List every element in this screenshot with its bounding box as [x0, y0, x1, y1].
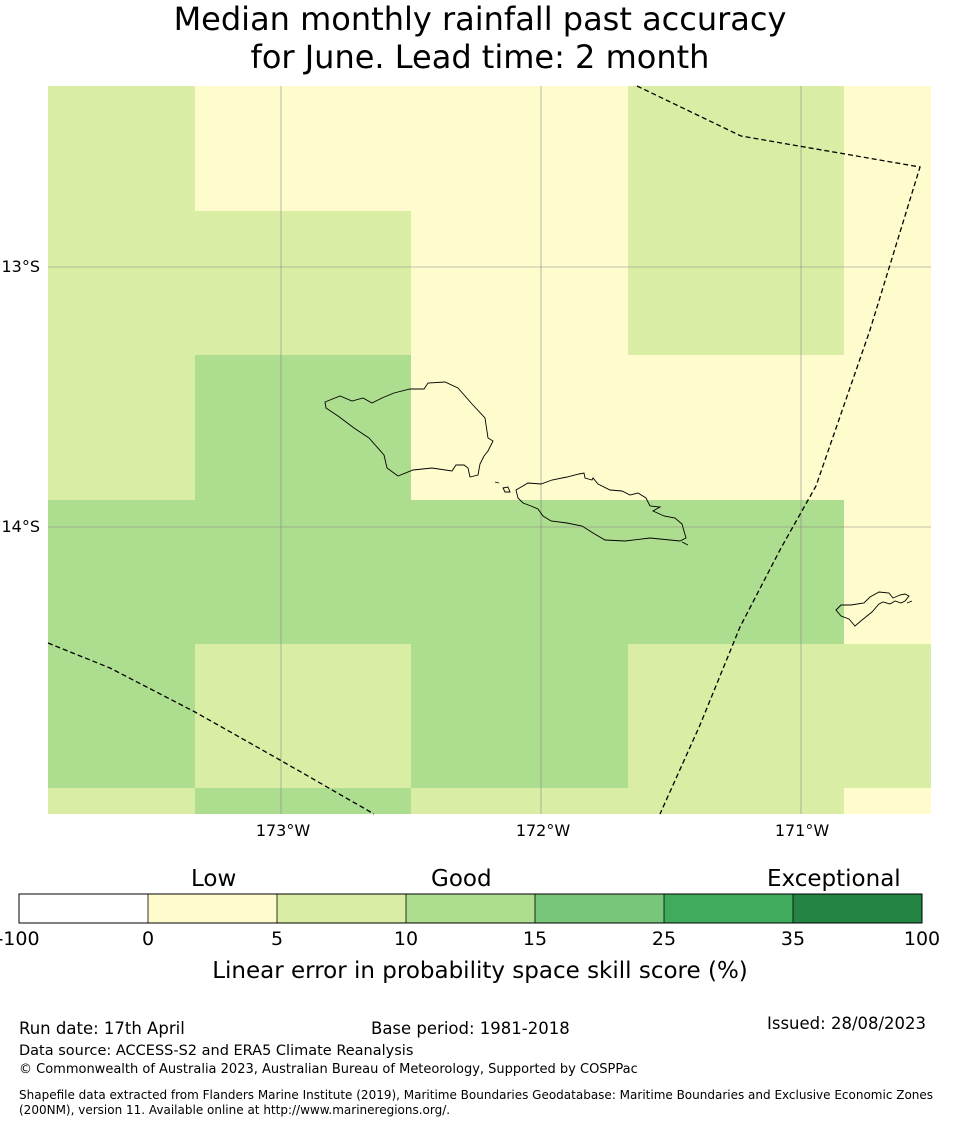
lon-label-173w: 173°W [256, 821, 311, 840]
grid-cell [628, 86, 844, 211]
grid-cell [628, 211, 844, 355]
grid-cell [844, 211, 931, 355]
manono-islet-outline [502, 486, 511, 493]
colorbar-tick: 0 [141, 928, 155, 950]
coastlines [324, 381, 913, 627]
grid-cell [48, 644, 195, 788]
shapefile-credit-line1: Shapefile data extracted from Flanders M… [19, 1088, 934, 1102]
colorbar-segment [19, 894, 148, 923]
shapefile-credit-line2: (200NM), version 11. Available online at… [19, 1103, 451, 1117]
grid-cell [628, 644, 844, 788]
colorbar-segment [148, 894, 277, 923]
grid-cell [844, 788, 931, 814]
grid-cell [411, 788, 628, 814]
colorbar-tick: -100 [0, 928, 40, 950]
grid-cell [844, 644, 931, 788]
grid-cell [48, 86, 195, 211]
grid-cell [48, 788, 195, 814]
grid-cell [48, 211, 195, 355]
tutuila-island-outline [835, 591, 910, 627]
savaii-island-outline [324, 381, 494, 478]
grid-cell [195, 644, 411, 788]
grid-cell [844, 86, 931, 211]
colorbar-label: Linear error in probability space skill … [212, 958, 748, 984]
colorbar-segment [406, 894, 535, 923]
grid-cell [195, 211, 411, 355]
grid-cell [628, 788, 844, 814]
eez-boundary-line [47, 642, 375, 815]
apolima-islet-outline [494, 481, 500, 484]
colorbar-segment [664, 894, 793, 923]
colorbar-segment [535, 894, 664, 923]
grid-cell [411, 644, 628, 788]
grid-cell [48, 355, 195, 500]
map-title-line1: Median monthly rainfall past accuracy [173, 0, 787, 38]
upolu-island-outline [515, 472, 687, 542]
grid-cell [628, 500, 844, 644]
grid-cell [411, 86, 628, 211]
grid-cell [195, 355, 411, 500]
lat-label-14s: 14°S [1, 517, 40, 536]
grid-cell [844, 500, 931, 644]
colorbar-segment [277, 894, 406, 923]
upolu-east-tip [681, 541, 689, 546]
lon-label-172w: 172°W [516, 821, 571, 840]
colorbar [18, 893, 923, 924]
grid-cell [844, 355, 931, 500]
lon-label-171w: 171°W [775, 821, 830, 840]
map-title-line2: for June. Lead time: 2 month [250, 38, 710, 76]
skill-grid [48, 86, 931, 814]
grid-cell [195, 500, 411, 644]
lat-label-13s: 13°S [1, 257, 40, 276]
graticule [48, 86, 931, 814]
copyright-notice: © Commonwealth of Australia 2023, Austra… [19, 1062, 638, 1077]
eez-boundaries [47, 85, 921, 815]
colorbar-tick: 5 [270, 928, 284, 950]
colorbar-frame [18, 893, 923, 924]
colorbar-tick: 35 [780, 928, 806, 950]
run-date: Run date: 17th April [19, 1019, 185, 1038]
colorbar-tick: 100 [903, 928, 941, 950]
grid-cell [411, 500, 628, 644]
category-exceptional: Exceptional [767, 866, 901, 892]
aunuu-islet-outline [906, 600, 913, 604]
data-source: Data source: ACCESS-S2 and ERA5 Climate … [19, 1043, 414, 1059]
category-good: Good [431, 866, 492, 892]
colorbar-tick: 25 [651, 928, 677, 950]
grid-cell [195, 788, 411, 814]
base-period: Base period: 1981-2018 [371, 1019, 570, 1038]
eez-boundary-line [636, 85, 921, 815]
grid-cell [628, 355, 844, 500]
colorbar-segment [793, 894, 922, 923]
grid-cell [411, 211, 628, 355]
category-low: Low [191, 866, 237, 892]
grid-cell [48, 500, 195, 644]
grid-cell [411, 355, 628, 500]
issued-date: Issued: 28/08/2023 [767, 1014, 927, 1033]
grid-cell [195, 86, 411, 211]
colorbar-tick: 15 [522, 928, 548, 950]
colorbar-tick: 10 [393, 928, 419, 950]
